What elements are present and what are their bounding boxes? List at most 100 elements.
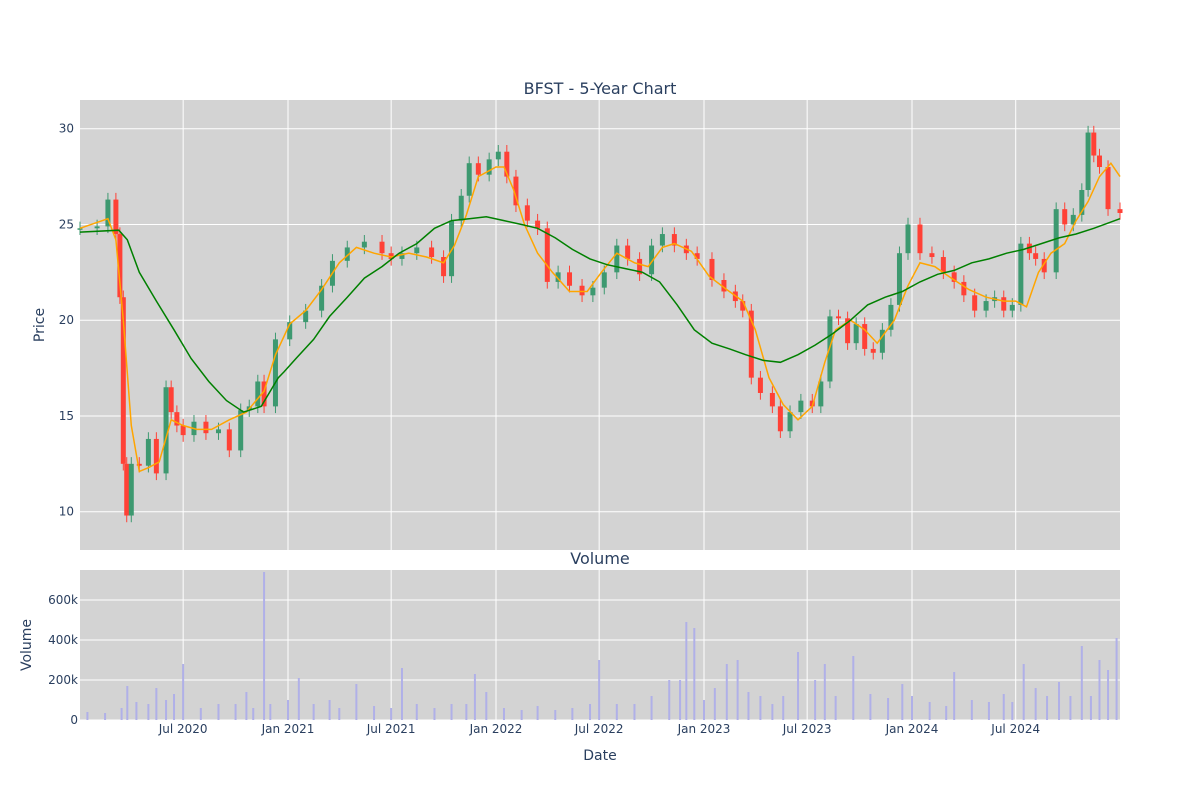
price-candle-body [809, 400, 815, 407]
volume-bar [1069, 696, 1072, 720]
volume-bar [554, 710, 557, 720]
price-candle-body [659, 234, 665, 246]
volume-bar [312, 704, 315, 720]
price-lines [79, 161, 1121, 473]
volume-y-tick-label: 200k [48, 673, 78, 687]
volume-y-tick-label: 400k [48, 633, 78, 647]
price-y-tick-label: 25 [59, 217, 74, 231]
volume-bar [155, 688, 158, 720]
price-candle-body [579, 285, 585, 296]
volume-bar [911, 696, 913, 720]
volume-bar [1107, 670, 1110, 720]
price-candle-body [458, 195, 464, 221]
volume-bar [433, 708, 436, 720]
volume-bar [571, 708, 574, 720]
price-candle-body [261, 381, 267, 407]
price-candle-body [590, 287, 596, 296]
volume-bar [747, 692, 750, 720]
volume-bar [945, 706, 948, 720]
price-candle-body [1053, 209, 1059, 273]
volume-bars [86, 572, 1118, 720]
volume-bar [679, 680, 682, 720]
volume-bar [725, 664, 728, 720]
price-candle-body [344, 247, 350, 261]
volume-bar [759, 696, 762, 720]
price-candle-body [555, 272, 561, 282]
price-candle-body [637, 258, 643, 275]
price-plot-background [80, 100, 1120, 550]
volume-bar [953, 672, 956, 720]
price-candle-body [1117, 209, 1123, 213]
volume-bar [615, 704, 618, 720]
price-candle-body [319, 285, 325, 311]
price-candle-body [671, 234, 677, 246]
price-candle-body [1041, 258, 1047, 273]
volume-bar [887, 698, 890, 720]
price-candle-body [614, 245, 620, 273]
volume-bar [263, 572, 266, 720]
volume-bar [182, 664, 185, 720]
price-candle-body [388, 253, 394, 259]
volume-bar [771, 704, 774, 720]
price-candle-body [1085, 132, 1091, 190]
price-candle-body [215, 429, 221, 434]
volume-bar [650, 696, 653, 720]
price-candle-body [513, 176, 519, 206]
x-tick-label: Jan 2021 [261, 722, 315, 736]
price-candle-body [798, 400, 804, 413]
volume-panel: 0 200k 400k 600k Jul 2020 Jan 2021 Jul 2021 Ja… [19, 549, 1120, 764]
volume-bar [147, 704, 150, 720]
volume-bar [589, 704, 592, 720]
volume-bar [297, 678, 300, 720]
price-candle-body [124, 463, 130, 516]
price-candle-body [120, 297, 126, 464]
price-candle-body [361, 241, 367, 248]
price-candle-body [1070, 214, 1076, 225]
long-moving-average-line [79, 216, 1121, 413]
price-candle-body [870, 348, 876, 353]
volume-bar [1046, 696, 1049, 720]
price-candle-body [748, 310, 754, 378]
price-candle-body [757, 377, 763, 393]
price-y-tick-label: 10 [59, 505, 74, 519]
price-panel: 10 15 20 25 30 BFST - 5-Year Chart Price [32, 79, 1123, 550]
price-candle-body [888, 304, 894, 330]
volume-bar [328, 700, 331, 720]
price-candle-body [929, 253, 935, 258]
price-candle-body [983, 301, 989, 311]
price-candle-body [113, 199, 119, 235]
price-candle-body [845, 318, 851, 344]
price-candle-body [524, 205, 530, 221]
volume-bar [1011, 702, 1014, 720]
price-candle-body [1009, 304, 1015, 311]
price-candle-body [818, 381, 824, 407]
volume-bar [287, 700, 289, 720]
volume-bar [465, 704, 468, 720]
price-candle-body [1079, 190, 1085, 215]
volume-bar [834, 696, 837, 720]
price-candle-body [1096, 155, 1102, 168]
price-candle-body [951, 272, 957, 282]
price-candle-body [740, 301, 746, 311]
volume-bar [502, 708, 505, 720]
price-grid [80, 100, 1120, 550]
price-candle-body [226, 429, 232, 451]
price-chart-title: BFST - 5-Year Chart [524, 79, 677, 98]
volume-bar [703, 700, 705, 720]
price-candle-body [917, 224, 923, 254]
price-candle-body [475, 163, 481, 175]
price-candle-body [128, 463, 134, 516]
volume-bar [987, 702, 990, 720]
price-candle-body [787, 412, 793, 432]
volume-bar [901, 684, 904, 720]
volume-bar [217, 704, 220, 720]
price-y-tick-label: 30 [59, 122, 74, 136]
price-candle-body [1105, 167, 1111, 210]
volume-bar [782, 696, 785, 720]
price-candle-body [896, 253, 902, 305]
price-candle-body [905, 224, 911, 254]
volume-bar [693, 628, 696, 720]
price-y-tick-label: 20 [59, 313, 74, 327]
short-moving-average-line [79, 161, 1121, 473]
price-candle-body [535, 220, 541, 229]
